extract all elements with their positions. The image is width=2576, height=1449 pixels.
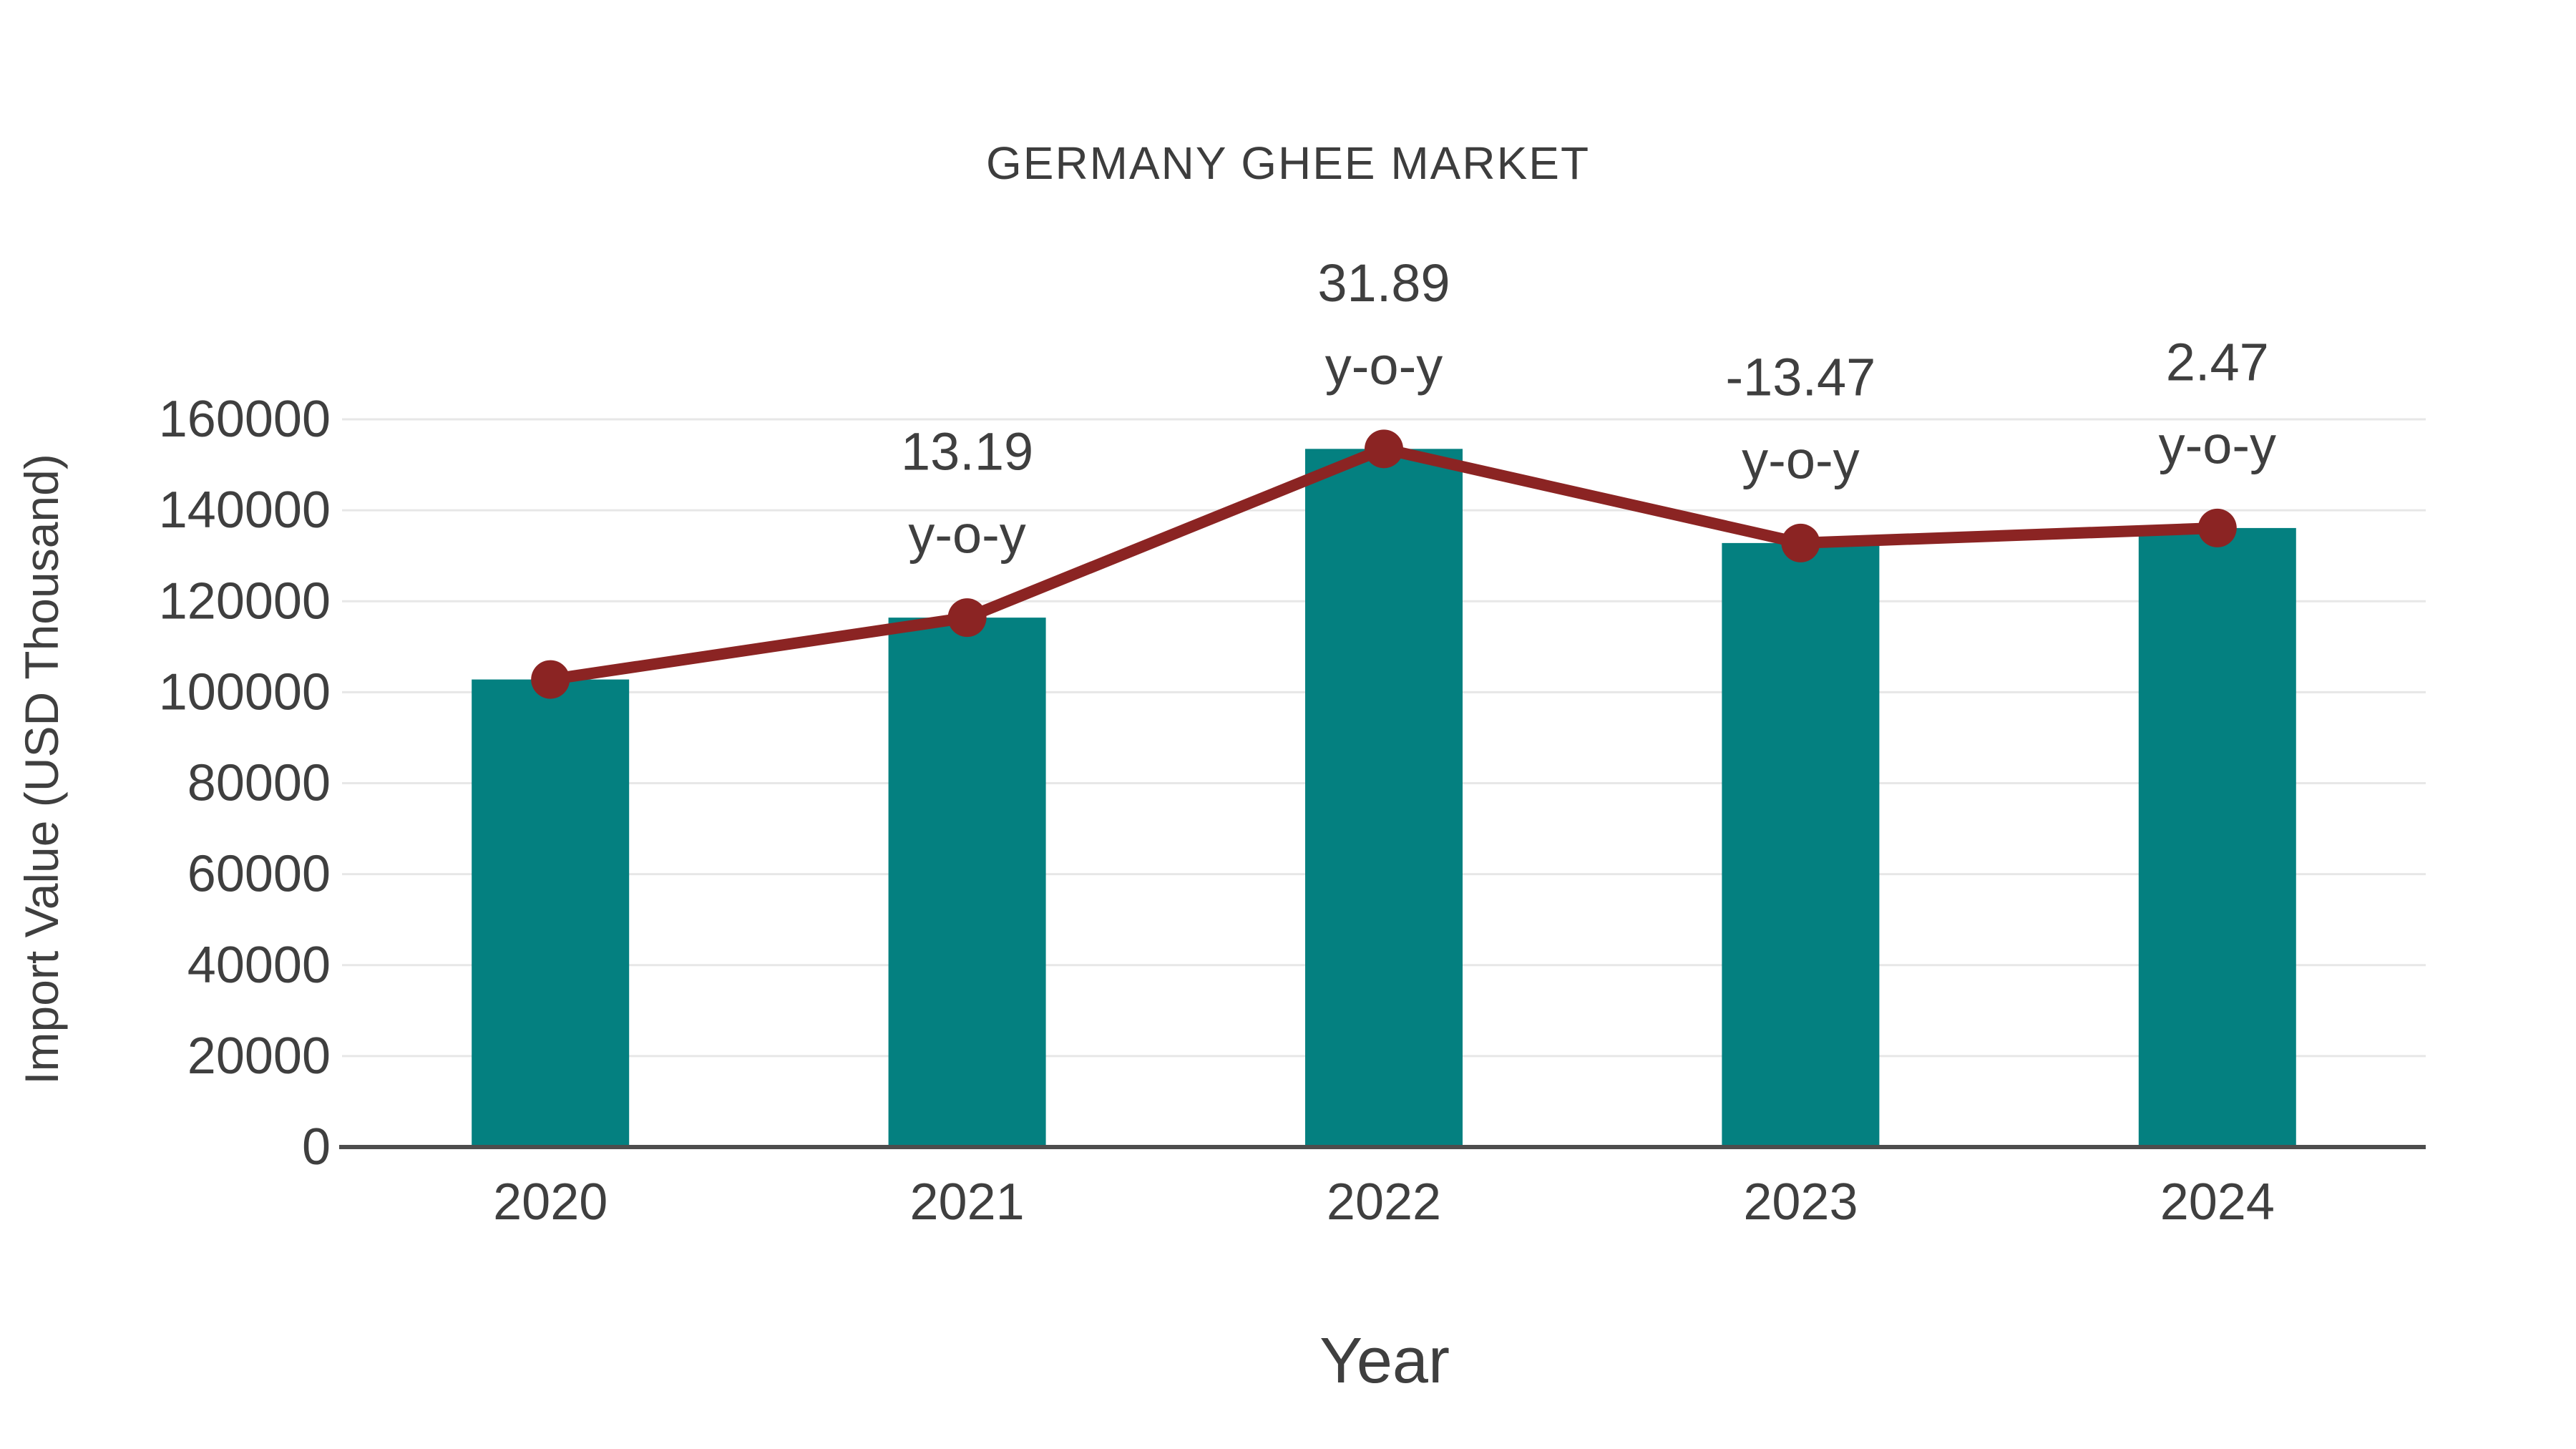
- y-tick-label-100000: 100000: [159, 663, 331, 721]
- yoy-marker-2022: [1365, 429, 1403, 469]
- y-tick-label-140000: 140000: [159, 482, 331, 539]
- bar-2024: [2138, 527, 2296, 1147]
- bar-2023: [1722, 542, 1880, 1147]
- y-tick-label-20000: 20000: [187, 1028, 331, 1085]
- line-series-group: [531, 429, 2237, 699]
- annotations-group: 13.19 y-o-y 31.89 y-o-y -13.47 y-o-y 2.47 y-o-y: [901, 253, 2276, 565]
- x-tick-label-2021: 2021: [910, 1174, 1025, 1231]
- x-tick-label-2023: 2023: [1743, 1174, 1858, 1231]
- y-tick-label-60000: 60000: [187, 846, 331, 903]
- annotation-2021-value: 13.19: [901, 422, 1033, 482]
- annotation-2023-suffix: y-o-y: [1742, 430, 1859, 489]
- bar-2021: [888, 618, 1046, 1147]
- bar-2022: [1305, 449, 1463, 1147]
- yoy-marker-2021: [947, 598, 987, 638]
- y-tick-label-0: 0: [302, 1118, 331, 1176]
- chart-title: GERMANY GHEE MARKET: [986, 137, 1590, 189]
- bar-2020: [472, 679, 630, 1147]
- annotation-2021-suffix: y-o-y: [908, 505, 1025, 565]
- y-tick-label-80000: 80000: [187, 755, 331, 812]
- x-axis-title: Year: [1319, 1325, 1450, 1397]
- annotation-2022-value: 31.89: [1317, 253, 1450, 313]
- yoy-marker-2023: [1781, 523, 1820, 562]
- x-tick-label-2022: 2022: [1327, 1174, 1441, 1231]
- tick-labels-group: 0 20000 40000 60000 80000 100000 120000 140000 1…: [159, 391, 2275, 1231]
- y-tick-label-120000: 120000: [159, 572, 331, 630]
- annotation-2024-suffix: y-o-y: [2159, 415, 2276, 474]
- annotation-2023-value: -13.47: [1725, 347, 1875, 406]
- yoy-marker-2020: [531, 660, 570, 699]
- bars-group: [472, 449, 2296, 1147]
- yoy-marker-2024: [2197, 508, 2237, 547]
- x-tick-label-2024: 2024: [2160, 1174, 2275, 1231]
- annotation-2022-suffix: y-o-y: [1325, 336, 1443, 396]
- y-tick-label-40000: 40000: [187, 937, 331, 994]
- x-tick-label-2020: 2020: [493, 1174, 608, 1231]
- annotation-2024-value: 2.47: [2166, 332, 2269, 391]
- y-tick-label-160000: 160000: [159, 391, 331, 448]
- y-axis-title: Import Value (USD Thousand): [15, 454, 68, 1085]
